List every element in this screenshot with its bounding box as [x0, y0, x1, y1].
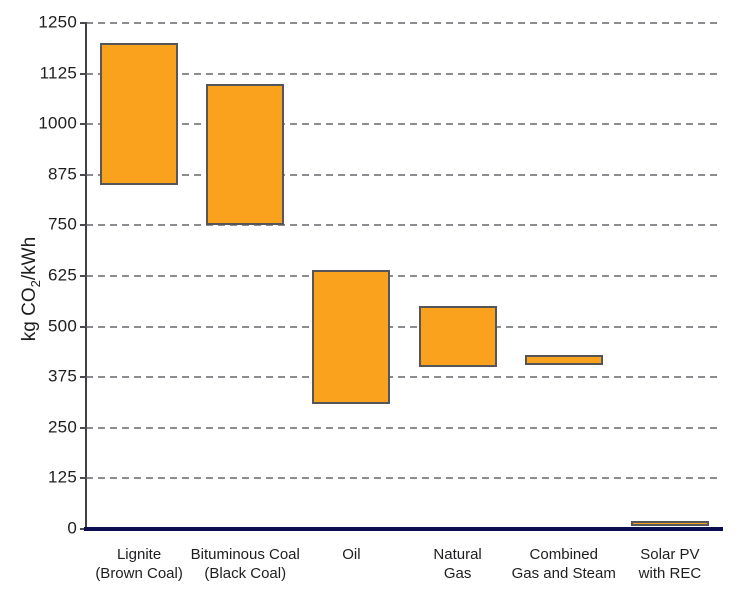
bar-solar-pv-with-rec [630, 520, 709, 526]
gridline-125 [86, 477, 717, 480]
gridline-625 [86, 275, 717, 277]
bar-lignite-brown-coal [100, 43, 179, 185]
category-label-natural-gas: Natural Gas [433, 545, 481, 583]
x-axis-category-labels: Lignite (Brown Coal) Bituminous Coal (Black… [86, 545, 723, 591]
y-tick-250 [80, 426, 87, 429]
bar-combined-gas-and-steam [524, 354, 603, 366]
gridline-1125 [86, 72, 717, 75]
bar-bituminous-coal-black-coal [206, 83, 285, 226]
bar-natural-gas [418, 306, 497, 368]
plot-area [80, 22, 717, 530]
y-axis-tick-labels: 0 125 250 375 500 625 750 875 1000 1125 1250 [0, 13, 77, 538]
y-tick-label-1250: 1250 [38, 12, 77, 32]
y-tick-label-1000: 1000 [38, 113, 77, 133]
y-tick-label-875: 875 [48, 164, 77, 184]
y-tick-125 [80, 477, 87, 480]
category-label-line: Bituminous Coal [190, 546, 300, 563]
category-label-bituminous-coal-black-coal: Bituminous Coal (Black Coal) [191, 545, 300, 583]
gridline-250 [86, 426, 717, 429]
category-label-oil: Oil [342, 545, 360, 564]
y-tick-1000 [80, 123, 87, 126]
y-tick-label-625: 625 [48, 265, 77, 285]
category-label-line: Gas [443, 565, 472, 582]
category-label-line: Gas and Steam [511, 565, 616, 582]
category-label-line: Natural [433, 546, 482, 563]
category-label-line: Combined [529, 546, 598, 563]
gridline-1000 [86, 123, 717, 126]
category-label-line: (Black Coal) [204, 565, 287, 582]
y-tick-label-125: 125 [48, 467, 77, 487]
category-label-line: Solar PV [640, 546, 700, 563]
y-tick-label-250: 250 [48, 417, 77, 437]
y-tick-1250 [80, 22, 87, 24]
x-axis-baseline [84, 527, 723, 531]
y-tick-label-0: 0 [67, 518, 77, 538]
y-tick-label-750: 750 [48, 214, 77, 234]
y-tick-375 [80, 376, 87, 379]
gridline-375 [86, 376, 717, 379]
y-tick-1125 [80, 72, 87, 75]
category-label-line: Oil [342, 546, 361, 563]
category-label-solar-pv-with-rec: Solar PV with REC [639, 545, 702, 583]
y-tick-0 [80, 528, 87, 530]
category-label-line: (Brown Coal) [95, 565, 183, 582]
y-tick-label-1125: 1125 [39, 63, 77, 83]
y-tick-label-500: 500 [48, 316, 77, 336]
gridline-500 [86, 325, 717, 328]
category-label-lignite-brown-coal: Lignite (Brown Coal) [95, 545, 183, 583]
gridline-875 [86, 173, 717, 176]
category-label-line: with REC [638, 565, 702, 582]
category-label-combined-gas-and-steam: Combined Gas and Steam [512, 545, 616, 583]
category-label-line: Lignite [116, 546, 162, 563]
gridline-1250 [86, 22, 717, 24]
y-tick-875 [80, 173, 87, 176]
bar-oil [312, 269, 391, 404]
y-tick-label-375: 375 [48, 366, 77, 386]
y-tick-500 [80, 325, 87, 328]
y-tick-625 [80, 275, 87, 277]
gridline-750 [86, 224, 717, 227]
y-tick-750 [80, 224, 87, 227]
